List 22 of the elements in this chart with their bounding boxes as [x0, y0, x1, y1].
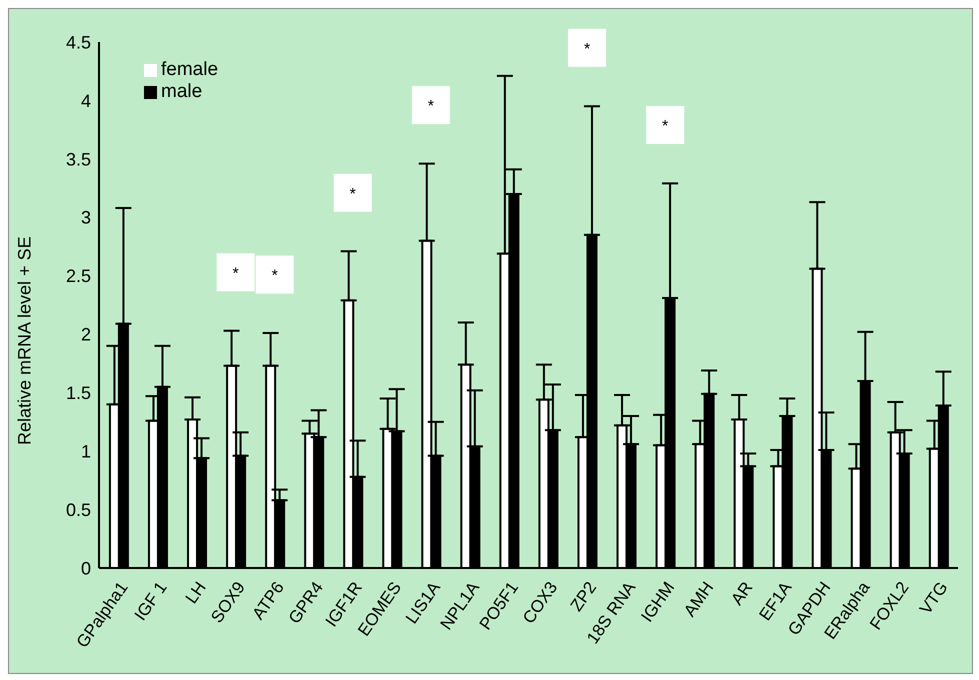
y-tick-label: 1	[80, 442, 91, 462]
y-tick-label: 4.5	[66, 32, 91, 52]
annotation: *	[232, 265, 239, 282]
annotation: *	[662, 118, 668, 135]
x-tick-label: AR	[727, 578, 756, 609]
y-axis-title: Relative mRNA level + SE	[14, 236, 34, 445]
y-tick-label: 3	[80, 208, 91, 228]
y-tick-label: 2.5	[66, 266, 91, 286]
x-tick-label: LH	[182, 578, 210, 608]
y-tick-label: 0	[80, 558, 91, 578]
annotation: *	[428, 98, 434, 116]
y-tick-label: 2	[80, 324, 91, 345]
legend-label: female	[161, 59, 218, 80]
y-tick-label: 4	[80, 90, 91, 111]
y-tick-label: 3.5	[66, 149, 91, 170]
annotation: *	[272, 268, 278, 285]
annotation: *	[584, 40, 590, 58]
y-tick-label: 0.5	[66, 500, 91, 520]
y-tick-label: 1.5	[66, 383, 91, 404]
legend-label: male	[161, 81, 202, 102]
annotation: *	[350, 186, 356, 203]
x-tick-label: IGF 1	[130, 578, 171, 624]
